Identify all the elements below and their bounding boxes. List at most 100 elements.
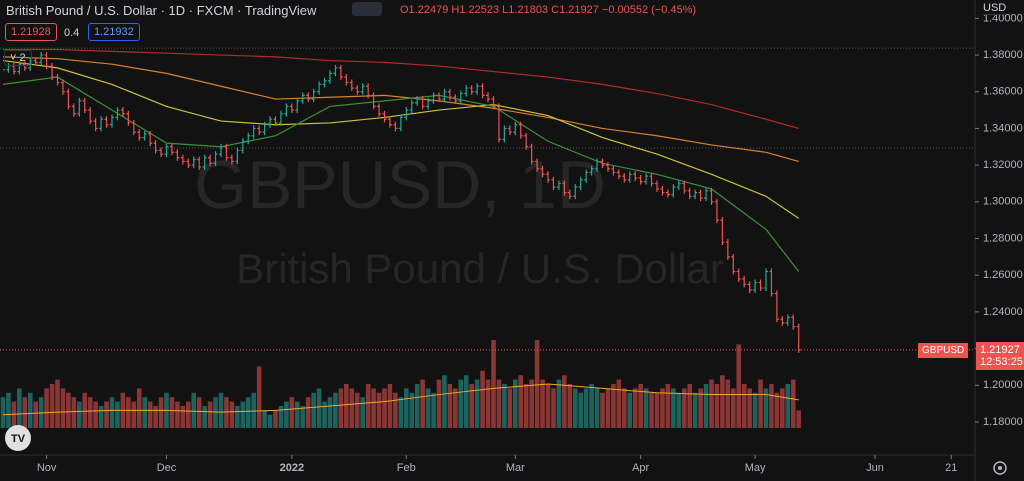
price-bar xyxy=(33,57,38,66)
volume-bar xyxy=(371,388,376,428)
volume-bar xyxy=(387,384,393,428)
price-bar xyxy=(753,279,758,293)
price-bar xyxy=(682,180,687,194)
price-bar xyxy=(649,173,654,187)
price-bar xyxy=(704,187,709,202)
volume-bar xyxy=(158,397,164,428)
moving-average xyxy=(2,48,799,130)
price-bar xyxy=(638,174,643,185)
price-bar xyxy=(218,143,223,158)
x-tick-label: Jun xyxy=(866,462,884,474)
volume-bar xyxy=(731,388,736,428)
volume-bar xyxy=(545,384,551,428)
volume-bar xyxy=(333,392,338,428)
volume-bar xyxy=(245,397,251,428)
watermark: GBPUSD, 1D xyxy=(194,147,606,223)
volume-bar xyxy=(578,392,583,428)
volume-bar xyxy=(60,388,66,428)
price-bar xyxy=(567,189,572,200)
y-tick-label: 1.32000 xyxy=(983,159,1023,171)
volume-bar xyxy=(218,392,224,428)
price-bar xyxy=(17,61,22,75)
price-bar xyxy=(235,147,240,165)
volume-bar xyxy=(131,401,137,428)
price-bar xyxy=(50,63,55,81)
price-bar xyxy=(731,253,736,275)
volume-bar xyxy=(425,388,431,428)
price-bar xyxy=(262,121,267,136)
volume-bar xyxy=(382,388,387,428)
buy-button[interactable]: 1.21932 xyxy=(88,23,140,41)
volume-bar xyxy=(273,410,278,428)
price-bar xyxy=(224,143,229,161)
watermark: British Pound / U.S. Dollar xyxy=(236,245,724,292)
collapse-indicators[interactable]: ˅ 2 xyxy=(4,50,32,66)
volume-bar xyxy=(240,401,246,428)
price-bar xyxy=(780,316,785,326)
volume-bar xyxy=(458,379,464,428)
last-price: 1.21927 xyxy=(980,344,1020,356)
price-bar xyxy=(120,107,125,117)
price-bar xyxy=(665,189,670,198)
volume-bar xyxy=(529,379,534,428)
sell-button[interactable]: 1.21928 xyxy=(5,23,57,41)
volume-bar xyxy=(55,379,60,428)
price-bar xyxy=(115,107,120,121)
volume-bar xyxy=(534,340,540,428)
price-bar xyxy=(616,169,621,180)
volume-bar xyxy=(338,388,344,428)
settings-icon[interactable] xyxy=(993,461,1007,475)
price-bar xyxy=(633,171,638,181)
volume-bar xyxy=(300,406,306,428)
open: O1.22479 xyxy=(400,4,449,16)
price-bar xyxy=(573,184,578,200)
volume-bar xyxy=(752,392,758,428)
price-bar xyxy=(257,125,262,136)
y-tick-label: 1.26000 xyxy=(983,269,1023,281)
price-bar xyxy=(654,180,659,192)
volume-bar xyxy=(229,401,235,428)
price-bar xyxy=(709,187,714,205)
price-bar xyxy=(698,189,703,202)
currency[interactable]: USD xyxy=(983,2,1007,15)
price-bar xyxy=(60,79,65,95)
price-bar xyxy=(66,88,71,110)
volume-bar xyxy=(513,379,518,428)
x-tick-label: Mar xyxy=(506,462,525,474)
price-bar xyxy=(300,92,305,104)
moving-average xyxy=(2,59,800,219)
volume-bar xyxy=(354,392,360,428)
price-bar xyxy=(785,314,790,326)
volume-bar xyxy=(463,375,469,428)
price-bar xyxy=(486,92,491,103)
price-bar xyxy=(589,165,594,176)
volume-bar xyxy=(180,406,186,428)
price-bar xyxy=(393,121,398,132)
price-bar xyxy=(693,189,698,200)
volume-bar xyxy=(33,401,38,428)
price-bar xyxy=(676,180,681,191)
price-bar xyxy=(6,63,11,73)
price-bar xyxy=(387,116,392,128)
price-bar xyxy=(197,156,202,170)
tv-logo: TV xyxy=(5,425,31,451)
price-bar xyxy=(622,173,627,183)
price-bar xyxy=(82,97,87,114)
volume-bar xyxy=(502,384,507,428)
volume-bar xyxy=(82,392,88,428)
price-bar xyxy=(535,158,540,172)
price-bar xyxy=(349,79,354,92)
volume-bar xyxy=(213,397,218,428)
price-bar xyxy=(453,94,458,104)
price-bar xyxy=(186,158,191,169)
status-icons xyxy=(352,2,382,16)
y-tick-label: 1.18000 xyxy=(983,416,1023,428)
volume-bar xyxy=(627,392,633,428)
volume-bar xyxy=(600,392,605,428)
volume-bar xyxy=(447,384,453,428)
price-bar xyxy=(491,96,496,110)
price-bar xyxy=(763,268,768,292)
indicator-count: 2 xyxy=(19,52,26,64)
price-bar xyxy=(436,92,441,103)
